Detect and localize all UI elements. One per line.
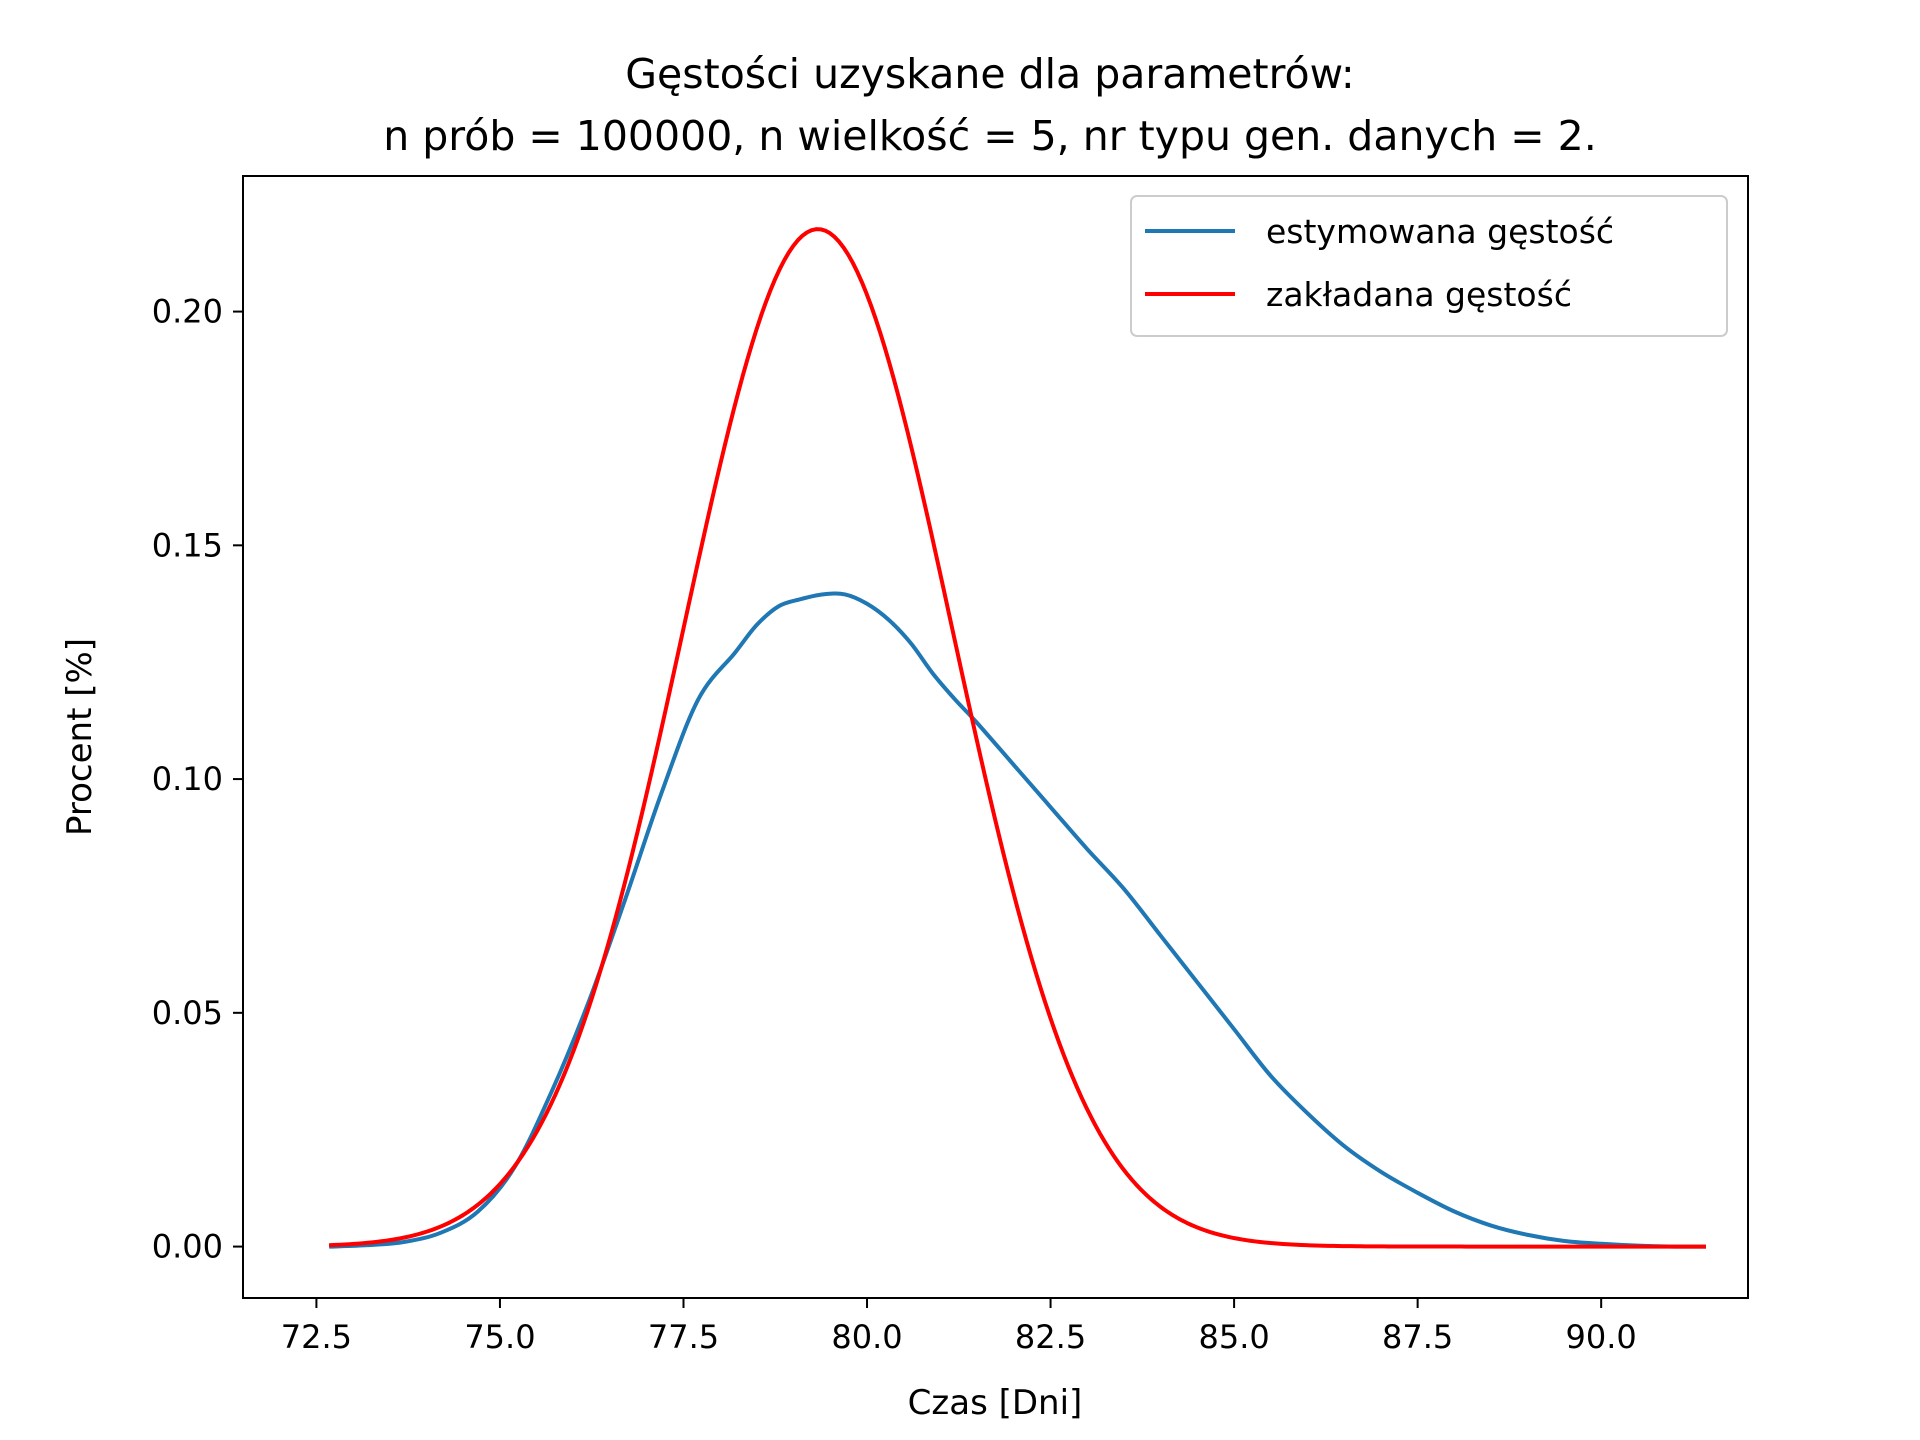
chart-title-line-2: n prób = 100000, n wielkość = 5, nr typu… xyxy=(383,112,1597,160)
series-line-assumed xyxy=(329,227,1706,1249)
x-tick-label: 85.0 xyxy=(1198,1318,1269,1356)
x-tick-label: 80.0 xyxy=(831,1318,902,1356)
y-tick-label: 0.20 xyxy=(152,293,223,331)
x-axis-ticks: 72.5 75.0 77.5 80.0 82.5 85.0 87.5 90.0 xyxy=(281,1298,1637,1356)
plot-area xyxy=(242,175,1749,1299)
x-tick-label: 75.0 xyxy=(464,1318,535,1356)
y-tick-label: 0.10 xyxy=(152,760,223,798)
chart-title-line-1: Gęstości uzyskane dla parametrów: xyxy=(625,50,1354,98)
axes-frame xyxy=(242,175,1749,1299)
x-tick-label: 72.5 xyxy=(281,1318,352,1356)
legend-label-assumed: zakładana gęstość xyxy=(1266,275,1572,314)
x-tick-label: 77.5 xyxy=(648,1318,719,1356)
y-tick-label: 0.05 xyxy=(152,994,223,1032)
legend-box xyxy=(1130,195,1728,337)
y-axis-label: Procent [%] xyxy=(60,638,100,836)
y-axis-ticks: 0.00 0.05 0.10 0.15 0.20 xyxy=(152,293,243,1266)
legend-label-estimated: estymowana gęstość xyxy=(1266,212,1614,251)
x-axis-label: Czas [Dni] xyxy=(908,1383,1083,1423)
x-tick-label: 90.0 xyxy=(1566,1318,1637,1356)
series-layer xyxy=(329,227,1706,1249)
y-tick-label: 0.00 xyxy=(152,1228,223,1266)
series-line-estimated xyxy=(329,591,1706,1249)
x-tick-label: 87.5 xyxy=(1382,1318,1453,1356)
y-tick-label: 0.15 xyxy=(152,526,223,564)
x-tick-label: 82.5 xyxy=(1015,1318,1086,1356)
legend: estymowana gęstość zakładana gęstość xyxy=(1130,195,1728,337)
